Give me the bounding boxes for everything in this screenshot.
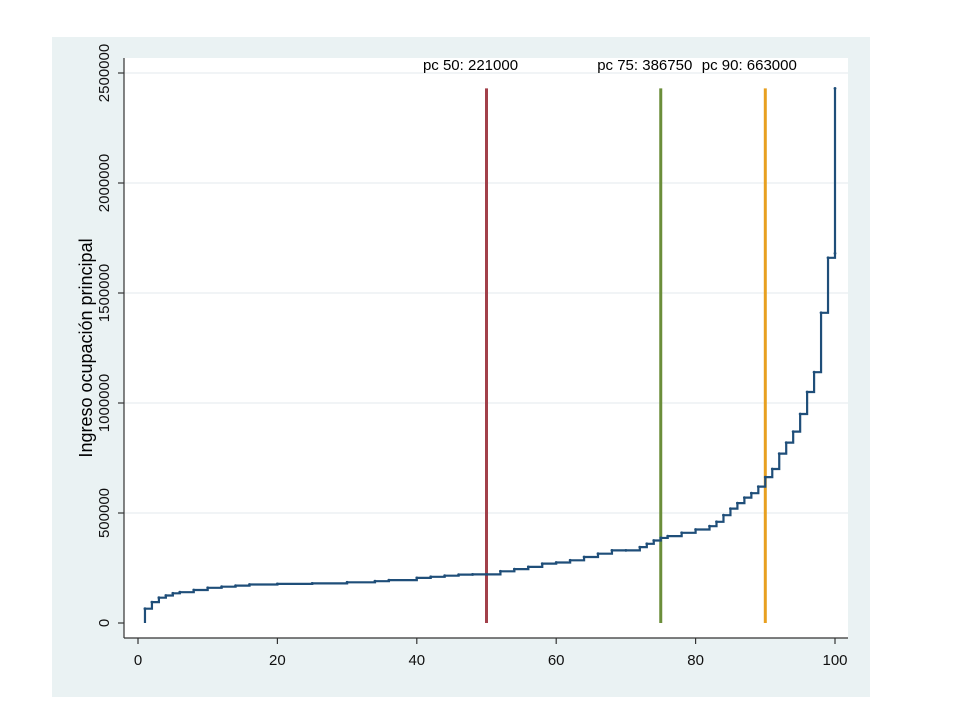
series-point — [387, 578, 391, 582]
series-point — [178, 590, 182, 594]
series-point — [833, 252, 837, 255]
series-point — [645, 542, 649, 546]
series-point — [805, 390, 809, 394]
y-axis-title: Ingreso ocupación principal — [76, 238, 96, 457]
series-point — [742, 496, 746, 499]
series-point — [638, 545, 642, 549]
series-point — [310, 582, 314, 585]
series-point — [373, 579, 377, 583]
series-point — [499, 569, 502, 573]
series-point — [568, 558, 572, 562]
series-point — [554, 561, 558, 564]
series-point — [791, 430, 795, 433]
series-point — [777, 452, 781, 455]
series-point — [150, 600, 154, 604]
percentile-label: pc 90: 663000 — [702, 57, 797, 74]
series-point — [722, 513, 725, 517]
y-tick-label: 2000000 — [96, 154, 113, 212]
y-tick-label: 2500000 — [96, 44, 113, 102]
series-point — [596, 552, 600, 556]
series-point — [798, 412, 802, 416]
y-axis-ticks: 0 500000 1000000 1500000 2000000 2500000 — [96, 44, 124, 627]
series-point — [248, 583, 251, 586]
x-axis-ticks: 0 20 40 60 80 100 — [134, 638, 848, 669]
series-point — [345, 580, 349, 584]
series-point — [540, 562, 544, 565]
x-tick-label: 80 — [687, 652, 704, 669]
percentile-lines — [485, 88, 767, 623]
series-point — [415, 576, 419, 580]
percentile-labels: pc 50: 221000 pc 75: 386750 pc 90: 663000 — [423, 57, 797, 74]
series-point — [694, 528, 697, 531]
x-tick-label: 60 — [548, 652, 565, 669]
series-point — [770, 467, 774, 471]
series-point — [582, 555, 586, 559]
series-point — [157, 596, 161, 600]
series-point — [749, 491, 753, 495]
y-tick-label: 0 — [96, 619, 113, 627]
percentile-label: pc 75: 386750 — [597, 57, 692, 74]
x-tick-label: 40 — [408, 652, 425, 669]
x-tick-label: 0 — [134, 652, 142, 669]
x-tick-label: 100 — [822, 652, 847, 669]
series-point — [715, 520, 718, 524]
series-point — [526, 565, 530, 569]
series-point — [143, 607, 147, 611]
series-point — [164, 594, 168, 597]
series-point — [736, 501, 739, 505]
series-point — [443, 574, 447, 578]
series-point — [206, 586, 210, 590]
series-point — [624, 549, 628, 552]
series-point — [826, 256, 830, 260]
series-point — [756, 485, 760, 488]
series-point — [652, 539, 656, 542]
percentile-label: pc 50: 221000 — [423, 57, 518, 74]
series-point — [680, 531, 684, 535]
series-point — [471, 572, 474, 576]
series-point — [234, 584, 237, 587]
series-point — [171, 591, 175, 595]
series-point — [192, 588, 196, 592]
y-tick-label: 1500000 — [96, 264, 113, 322]
series-point — [220, 585, 224, 589]
series-point — [429, 575, 433, 579]
axes — [123, 58, 848, 639]
series-point — [659, 536, 663, 540]
series-point — [708, 524, 711, 528]
series-point — [729, 507, 732, 510]
series-point — [276, 582, 279, 586]
x-tick-label: 20 — [269, 652, 286, 669]
series-point — [784, 441, 788, 444]
series-point — [666, 534, 670, 538]
series-point — [763, 475, 767, 479]
series-point — [812, 370, 816, 374]
y-tick-label: 1000000 — [96, 374, 113, 432]
series-layer — [143, 87, 837, 623]
series-point — [833, 87, 837, 90]
y-tick-label: 500000 — [96, 488, 113, 538]
series-point — [512, 567, 516, 571]
series-point — [819, 311, 823, 315]
series-point — [610, 549, 614, 552]
series-point — [457, 573, 461, 576]
series-point — [485, 572, 488, 576]
